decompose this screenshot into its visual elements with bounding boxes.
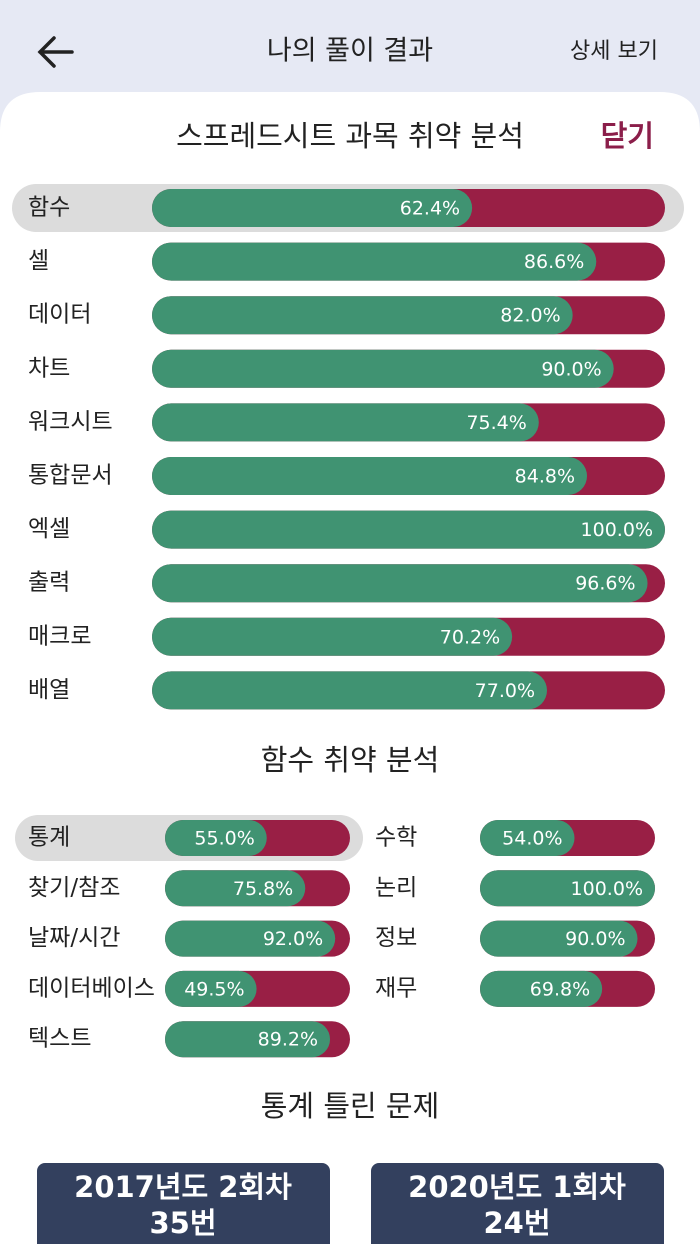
row-label[interactable]: 정보: [375, 925, 417, 951]
bar-label: 54.0%: [502, 828, 562, 850]
row-label[interactable]: 날짜/시간: [28, 925, 120, 951]
bar: [152, 457, 588, 495]
bar-label: 86.6%: [524, 251, 584, 273]
bar: [165, 870, 306, 907]
bar: [152, 564, 648, 603]
row-label[interactable]: 데이터: [28, 302, 91, 328]
bar: [152, 242, 597, 281]
bar: [152, 617, 513, 656]
bar-label: 82.0%: [500, 305, 560, 327]
section-title: 함수 취약 분석: [261, 743, 440, 777]
bar: [152, 403, 539, 442]
bar-label: 70.2%: [440, 626, 500, 648]
row-label[interactable]: 함수: [28, 195, 70, 221]
bar: [152, 296, 573, 335]
bar: [152, 671, 548, 710]
bar: [165, 1021, 331, 1058]
bar-label: 77.0%: [475, 680, 535, 702]
bar-label: 100.0%: [581, 519, 653, 541]
bar: [480, 870, 655, 907]
question-button[interactable]: [37, 1163, 330, 1244]
bar-label: 96.6%: [575, 573, 635, 595]
bar-label: 69.8%: [530, 978, 590, 1000]
row-label[interactable]: 배열: [28, 677, 70, 703]
bar-label: 90.0%: [565, 928, 625, 950]
row-label[interactable]: 출력: [28, 570, 70, 596]
question-number: 24번: [483, 1206, 550, 1240]
row-label[interactable]: 엑셀: [28, 516, 70, 542]
row-label[interactable]: 셀: [28, 248, 49, 274]
bar: [152, 189, 473, 227]
bar-label: 62.4%: [400, 198, 460, 220]
bar: [165, 920, 336, 957]
question-button[interactable]: [371, 1163, 664, 1244]
row-label[interactable]: 차트: [28, 355, 70, 381]
close-button[interactable]: 닫기: [601, 119, 654, 153]
detail-button[interactable]: 상세 보기: [570, 39, 658, 64]
bar-label: 100.0%: [571, 878, 643, 900]
row-label[interactable]: 데이터베이스: [28, 975, 155, 1001]
bar-label: 90.0%: [541, 358, 601, 380]
bar: [152, 349, 614, 388]
bar-label: 75.4%: [466, 412, 526, 434]
row-label[interactable]: 재무: [375, 975, 417, 1001]
bar: [152, 510, 665, 549]
bar-label: 55.0%: [194, 828, 254, 850]
bar-label: 92.0%: [263, 928, 323, 950]
question-number: 35번: [149, 1206, 216, 1240]
back-button[interactable]: [37, 36, 74, 68]
row-label[interactable]: 수학: [375, 825, 417, 851]
bar-label: 89.2%: [258, 1029, 318, 1051]
bar: [165, 970, 257, 1007]
header-title: 나의 풀이 결과: [267, 36, 433, 67]
row-label[interactable]: 매크로: [28, 623, 91, 649]
row-label[interactable]: 텍스트: [28, 1026, 91, 1052]
row-label[interactable]: 찾기/참조: [28, 875, 120, 901]
bar: [165, 820, 267, 856]
row-label[interactable]: 논리: [375, 875, 417, 901]
section-title: 스프레드시트 과목 취약 분석: [176, 119, 524, 153]
bar: [480, 970, 603, 1007]
section-title: 통계 틀린 문제: [261, 1089, 440, 1123]
question-exam: 2020년도 1회차: [408, 1170, 626, 1204]
bar-label: 84.8%: [515, 466, 575, 488]
bar-label: 49.5%: [184, 978, 244, 1000]
bar: [480, 920, 638, 957]
row-label[interactable]: 통합문서: [28, 463, 113, 489]
bar: [480, 820, 575, 856]
row-label[interactable]: 통계: [28, 825, 70, 851]
row-label[interactable]: 워크시트: [28, 409, 113, 435]
bar-label: 75.8%: [233, 878, 293, 900]
question-exam: 2017년도 2회차: [74, 1170, 292, 1204]
